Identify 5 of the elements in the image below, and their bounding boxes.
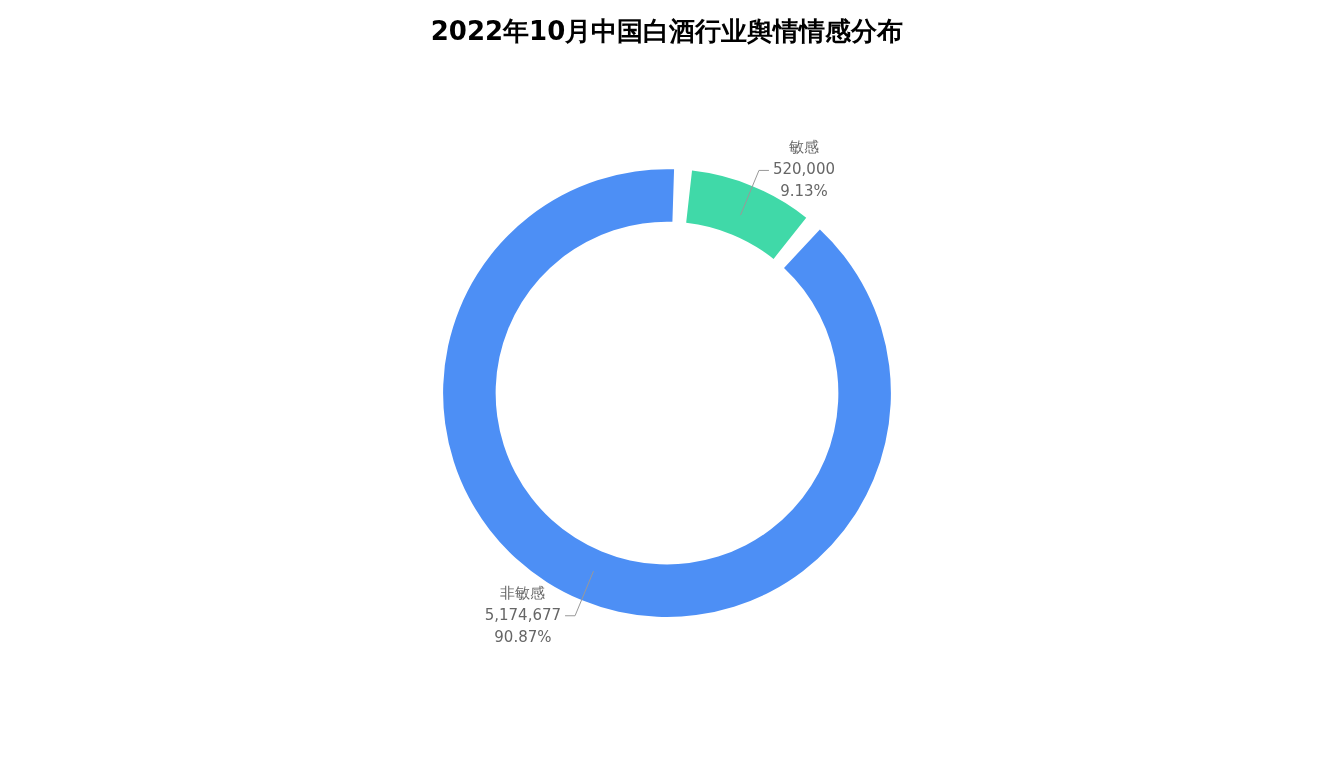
chart-title: 2022年10月中国白酒行业舆情情感分布 [430,16,904,47]
slice-label: 非敏感 [500,583,546,602]
slice-label: 敏感 [788,138,819,157]
data-label: 520,000 9.13% [772,160,835,201]
data-label: 5,174,677 90.87% [484,605,562,646]
